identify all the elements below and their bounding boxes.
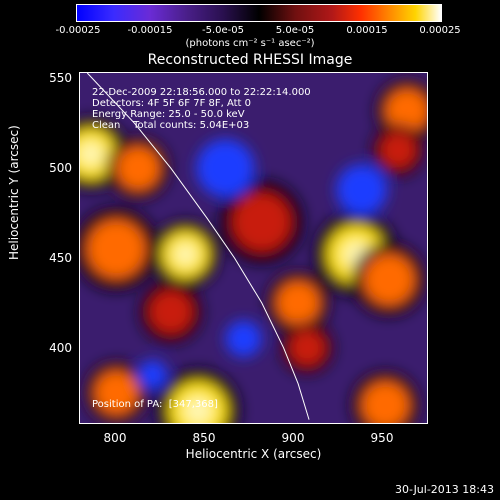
heatmap-bright-region (289, 329, 326, 366)
colorbar-unit: (photons cm⁻² s⁻¹ asec⁻²) (185, 38, 315, 49)
clean-counts-label: Clean Total counts: 5.04E+03 (92, 120, 250, 131)
x-tick-label: 800 (103, 431, 127, 445)
colorbar-tick-label: -0.00015 (127, 25, 173, 36)
y-tick-label: 500 (49, 161, 72, 175)
heatmap-bright-region (149, 290, 193, 334)
position-pa-label: Position of PA: [347,368] (92, 399, 218, 410)
footer-date: 30-Jul-2013 18:43 (394, 483, 494, 496)
colorbar-tick-label: 0.00025 (419, 25, 461, 36)
heatmap-bright-region (232, 192, 291, 252)
x-tick-label: 850 (192, 431, 216, 445)
x-tick-label: 900 (281, 431, 305, 445)
time-range-label: 22-Dec-2009 22:18:56.000 to 22:22:14.000 (92, 87, 311, 98)
heatmap-image (80, 73, 427, 423)
solar-limb-line (86, 73, 310, 420)
x-axis-label: Heliocentric X (arcsec) (185, 447, 322, 461)
plot-area: 22-Dec-2009 22:18:56.000 to 22:22:14.000… (79, 72, 428, 424)
y-tick-label: 450 (49, 251, 72, 265)
heatmap-bright-region (363, 254, 415, 305)
detectors-label: Detectors: 4F 5F 6F 7F 8F, Att 0 (92, 98, 252, 109)
heatmap-dim-region (196, 139, 255, 198)
heatmap-bright-region (116, 146, 160, 190)
y-tick-label: 550 (49, 71, 72, 85)
heatmap-dim-region (336, 164, 388, 216)
colorbar-tick-label: 0.00015 (346, 25, 388, 36)
heatmap-dim-region (138, 360, 168, 390)
heatmap-bright-region (361, 381, 409, 423)
heatmap-bright-region (276, 281, 320, 325)
heatmap-bright-core (183, 396, 213, 423)
heatmap-bright-core (80, 141, 104, 167)
heatmap-regions (80, 79, 427, 423)
x-tick-label: 950 (370, 431, 394, 445)
y-axis-label: Heliocentric Y (arcsec) (7, 125, 21, 260)
colorbar-tick-label: 5.0e-05 (275, 25, 315, 36)
heatmap-bright-region (94, 370, 139, 415)
colorbar (76, 4, 442, 22)
heatmap-bright-region (87, 219, 146, 279)
heatmap-bright-core (173, 242, 198, 267)
energy-range-label: Energy Range: 25.0 - 50.0 keV (92, 109, 245, 120)
heatmap-bright-region (385, 88, 427, 133)
y-tick-label: 400 (49, 341, 72, 355)
heatmap-bright-region (379, 132, 417, 169)
colorbar-tick-label: -0.00025 (55, 25, 101, 36)
heatmap-dim-region (225, 320, 262, 357)
plot-title: Reconstructed RHESSI Image (147, 52, 353, 68)
colorbar-tick-label: -5.0e-05 (202, 25, 244, 36)
